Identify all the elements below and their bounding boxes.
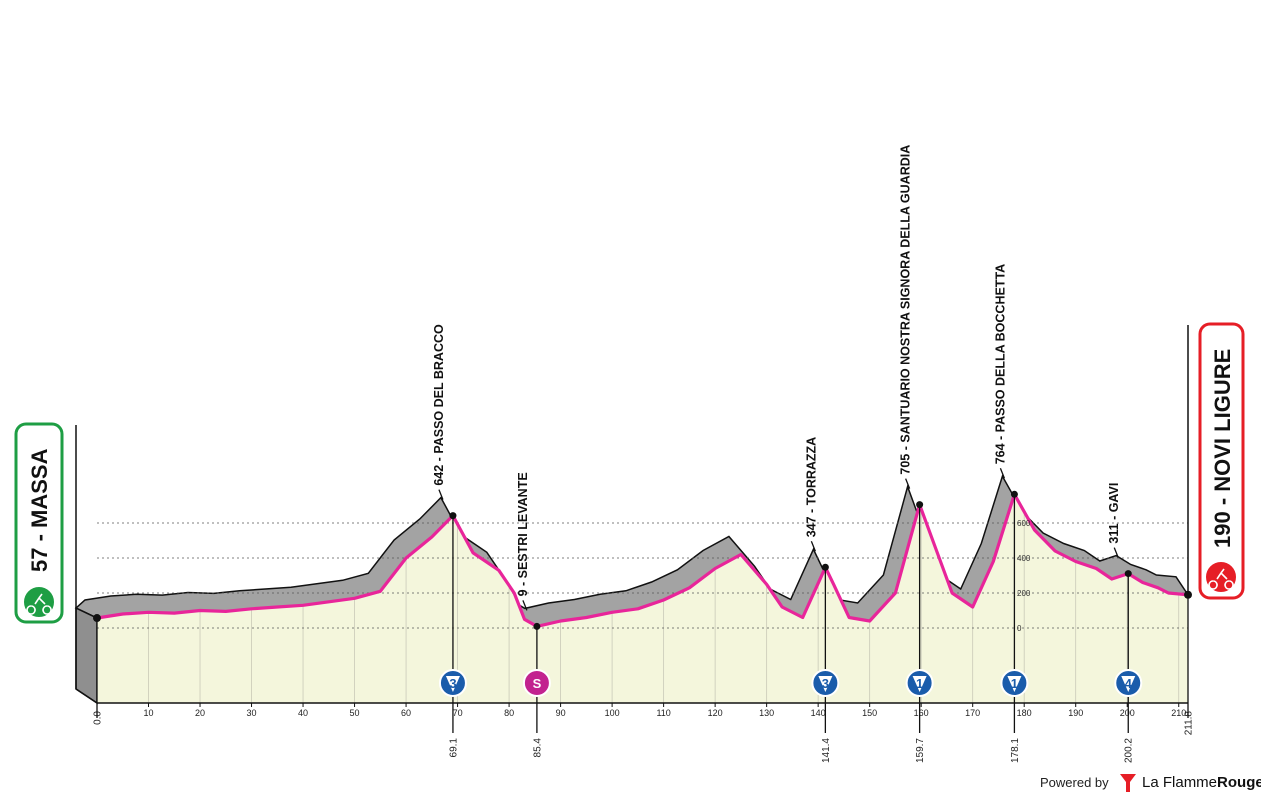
x-tick-label: 180 [1017,708,1032,718]
start-bike-icon [22,585,56,619]
climb-leader [999,468,1006,479]
y-tick-label: 0 [1017,624,1022,633]
x-tick-label: 100 [605,708,620,718]
x-tick-label: 170 [965,708,980,718]
x-tick-label: 150 [862,708,877,718]
climb-point [916,501,924,509]
finish-bike-icon [1204,560,1238,594]
finish-point [1184,590,1192,599]
x-tick-label: 160 [914,708,929,718]
y-tick-label: 400 [1017,554,1031,563]
climb-km-label: 85.4 [532,738,543,758]
climb-badge-triangle [818,676,833,692]
climb-leader [1113,547,1119,558]
x-tick-label: 110 [656,708,670,718]
y-tick-label: 200 [1017,589,1031,598]
x-tick-label: 210 [1171,708,1186,718]
flame-logo-icon [1120,774,1136,792]
profile-area [97,494,1188,703]
chart-grid [96,508,1188,703]
climb-point [449,512,457,520]
climb-badge-label: S [533,676,542,691]
climb-badge-label: 1 [1011,676,1018,691]
x-tick-label: 190 [1068,708,1083,718]
start-finish-markers: 57 - MASSA 190 - NOVI LIGURE [14,322,1245,718]
climb-km-label: 178.1 [1010,738,1021,763]
climb-km-label: 200.2 [1124,738,1135,763]
profile-fill [97,494,1188,703]
y-axis: 0 200 400 600 [1017,519,1031,633]
elevation-line [96,492,1189,629]
climb-badge-label: 1 [916,676,923,691]
climb-point [1010,490,1018,498]
climb-leader [522,600,528,611]
x-tick-label: 140 [811,708,826,718]
climb-label: 764 - PASSO DELLA BOCCHETTA [993,264,1007,464]
climb-badge-label: 3 [449,676,456,691]
climb-label: 347 - TORRAZZA [804,437,818,537]
climb-leader [438,489,444,500]
climb-km-label: 141.4 [821,738,832,763]
x-tick-label: 60 [401,708,411,718]
climb-point [533,622,541,630]
axis-end-label: 211.8 [1184,711,1195,736]
climb-badge-triangle [912,676,927,692]
x-tick-label: 40 [298,708,308,718]
climb-label: 642 - PASSO DEL BRACCO [432,324,446,486]
powered-by-text: Powered by [1040,775,1109,790]
x-tick-label: 30 [247,708,257,718]
brand-name: La FlammeRouge [1142,774,1261,791]
start-label-box [14,422,64,624]
x-tick-label: 130 [759,708,774,718]
climb-label: 705 - SANTUARIO NOSTRA SIGNORA DELLA GUA… [899,145,913,475]
climb-badge-label: 3 [822,676,829,691]
climb-km-label: 69.1 [448,738,459,758]
climb-label: 9 - SESTRI LEVANTE [516,472,530,596]
climb-label: 311 - GAVI [1107,483,1121,544]
finish-bike-glyph [1208,568,1234,590]
axis-edge [75,688,98,704]
start-point [93,614,101,623]
finish-label-box [1198,322,1245,600]
climb-markers: 642 - PASSO DEL BRACCO 3 69.1 9 - SESTRI LE… [432,145,1143,763]
climb-badge-label: 4 [1125,676,1133,691]
finish-label: 190 - NOVI LIGURE [1210,349,1235,548]
profile-line [96,492,1189,629]
x-tick-label: 70 [453,708,463,718]
x-tick-label: 80 [504,708,514,718]
climb-badge-triangle [1121,676,1136,692]
start-bike-glyph [26,593,52,615]
x-tick-label: 200 [1120,708,1135,718]
climb-point [821,563,829,571]
start-label: 57 - MASSA [27,448,52,572]
x-tick-label: 90 [556,708,566,718]
climb-km-label: 159.7 [915,738,926,763]
climb-badge-triangle [1007,676,1022,692]
x-tick-label: 10 [144,708,154,718]
y-tick-label: 600 [1017,519,1031,528]
climb-leader [810,541,816,552]
x-tick-label: 120 [708,708,723,718]
climb-leader [905,478,911,489]
x-tick-label: 20 [195,708,205,718]
profile-side-wall [75,606,98,705]
climb-badge [522,669,551,697]
brand-name-part2: Rouge [1217,774,1261,791]
x-axis: 10 20 30 40 50 60 70 80 90 100 110 120 130 140 150 160 1… [75,688,1195,736]
axis-end-label: 0.0 [93,711,104,725]
climb-point [1124,570,1132,578]
climb-badge-triangle [445,676,460,692]
x-tick-label: 50 [350,708,360,718]
brand-name-part1: La Flamme [1142,774,1218,791]
